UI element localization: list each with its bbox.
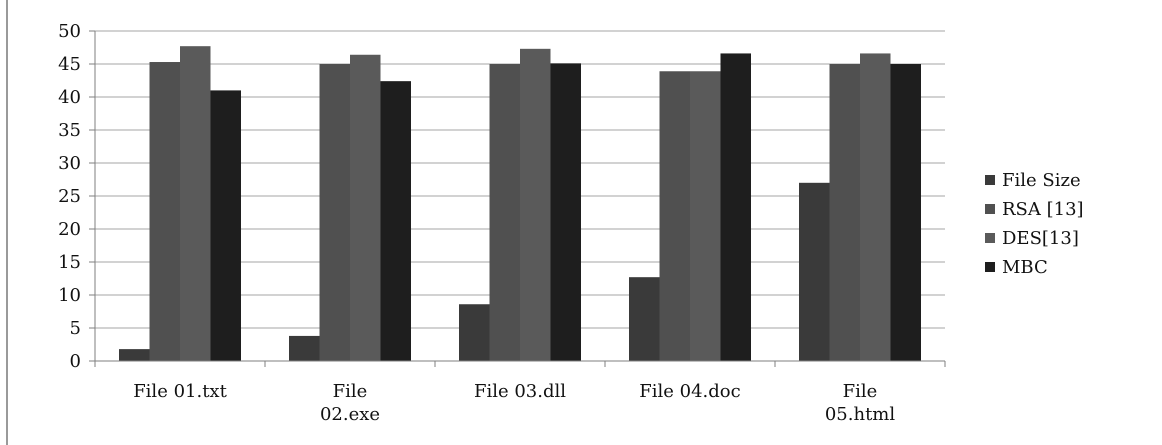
axes [94,31,946,367]
y-tick-label: 25 [58,186,81,207]
y-tick-label: 5 [70,318,81,339]
bar [829,64,860,361]
bar [520,48,551,361]
bar [380,81,411,361]
y-tick-label: 40 [58,87,81,108]
x-category-label: File 04.doc [639,381,740,402]
legend-label: File Size [1002,169,1081,191]
bar [119,349,150,361]
bar [149,62,180,362]
bar [350,54,381,361]
x-category-label: 02.exe [320,404,380,425]
y-tick-label: 45 [58,54,81,75]
legend-swatch [985,233,995,243]
legend: File Size RSA [13] DES[13] MBC [985,166,1155,282]
legend-label: MBC [1002,256,1048,278]
y-tick-label: 20 [58,219,81,240]
legend-item: RSA [13] [985,195,1155,223]
legend-swatch [985,204,995,214]
y-axis-tick-labels: 0 5 10 15 20 25 30 35 40 45 50 [58,21,81,372]
legend-label: RSA [13] [1002,198,1084,220]
bar [720,53,751,361]
y-tick-label: 10 [58,285,81,306]
y-tick-label: 30 [58,153,81,174]
frame-left-border [6,0,8,445]
bar [180,46,211,362]
legend-item: DES[13] [985,224,1155,252]
legend-label: DES[13] [1002,227,1079,249]
y-tick-label: 0 [70,351,81,372]
bar [629,277,660,361]
bar [289,335,320,361]
bar [210,90,241,362]
x-category-label: File [333,381,368,402]
y-tick-label: 50 [58,21,81,42]
bar [860,53,891,361]
x-category-label: File 03.dll [474,381,566,402]
bar [550,63,581,362]
x-category-label: 05.html [825,404,896,425]
bars [119,46,921,362]
bar [690,71,721,361]
y-tick-label: 35 [58,120,81,141]
legend-swatch [985,262,995,272]
legend-item: MBC [985,253,1155,281]
legend-swatch [985,175,995,185]
bar [319,64,350,361]
bar [489,64,520,361]
bar [459,304,490,361]
y-tick-label: 15 [58,252,81,273]
bar [799,182,830,361]
bar [890,64,921,361]
x-category-label: File [843,381,878,402]
x-category-label: File 01.txt [133,381,227,402]
legend-item: File Size [985,166,1155,194]
bar [659,71,690,361]
